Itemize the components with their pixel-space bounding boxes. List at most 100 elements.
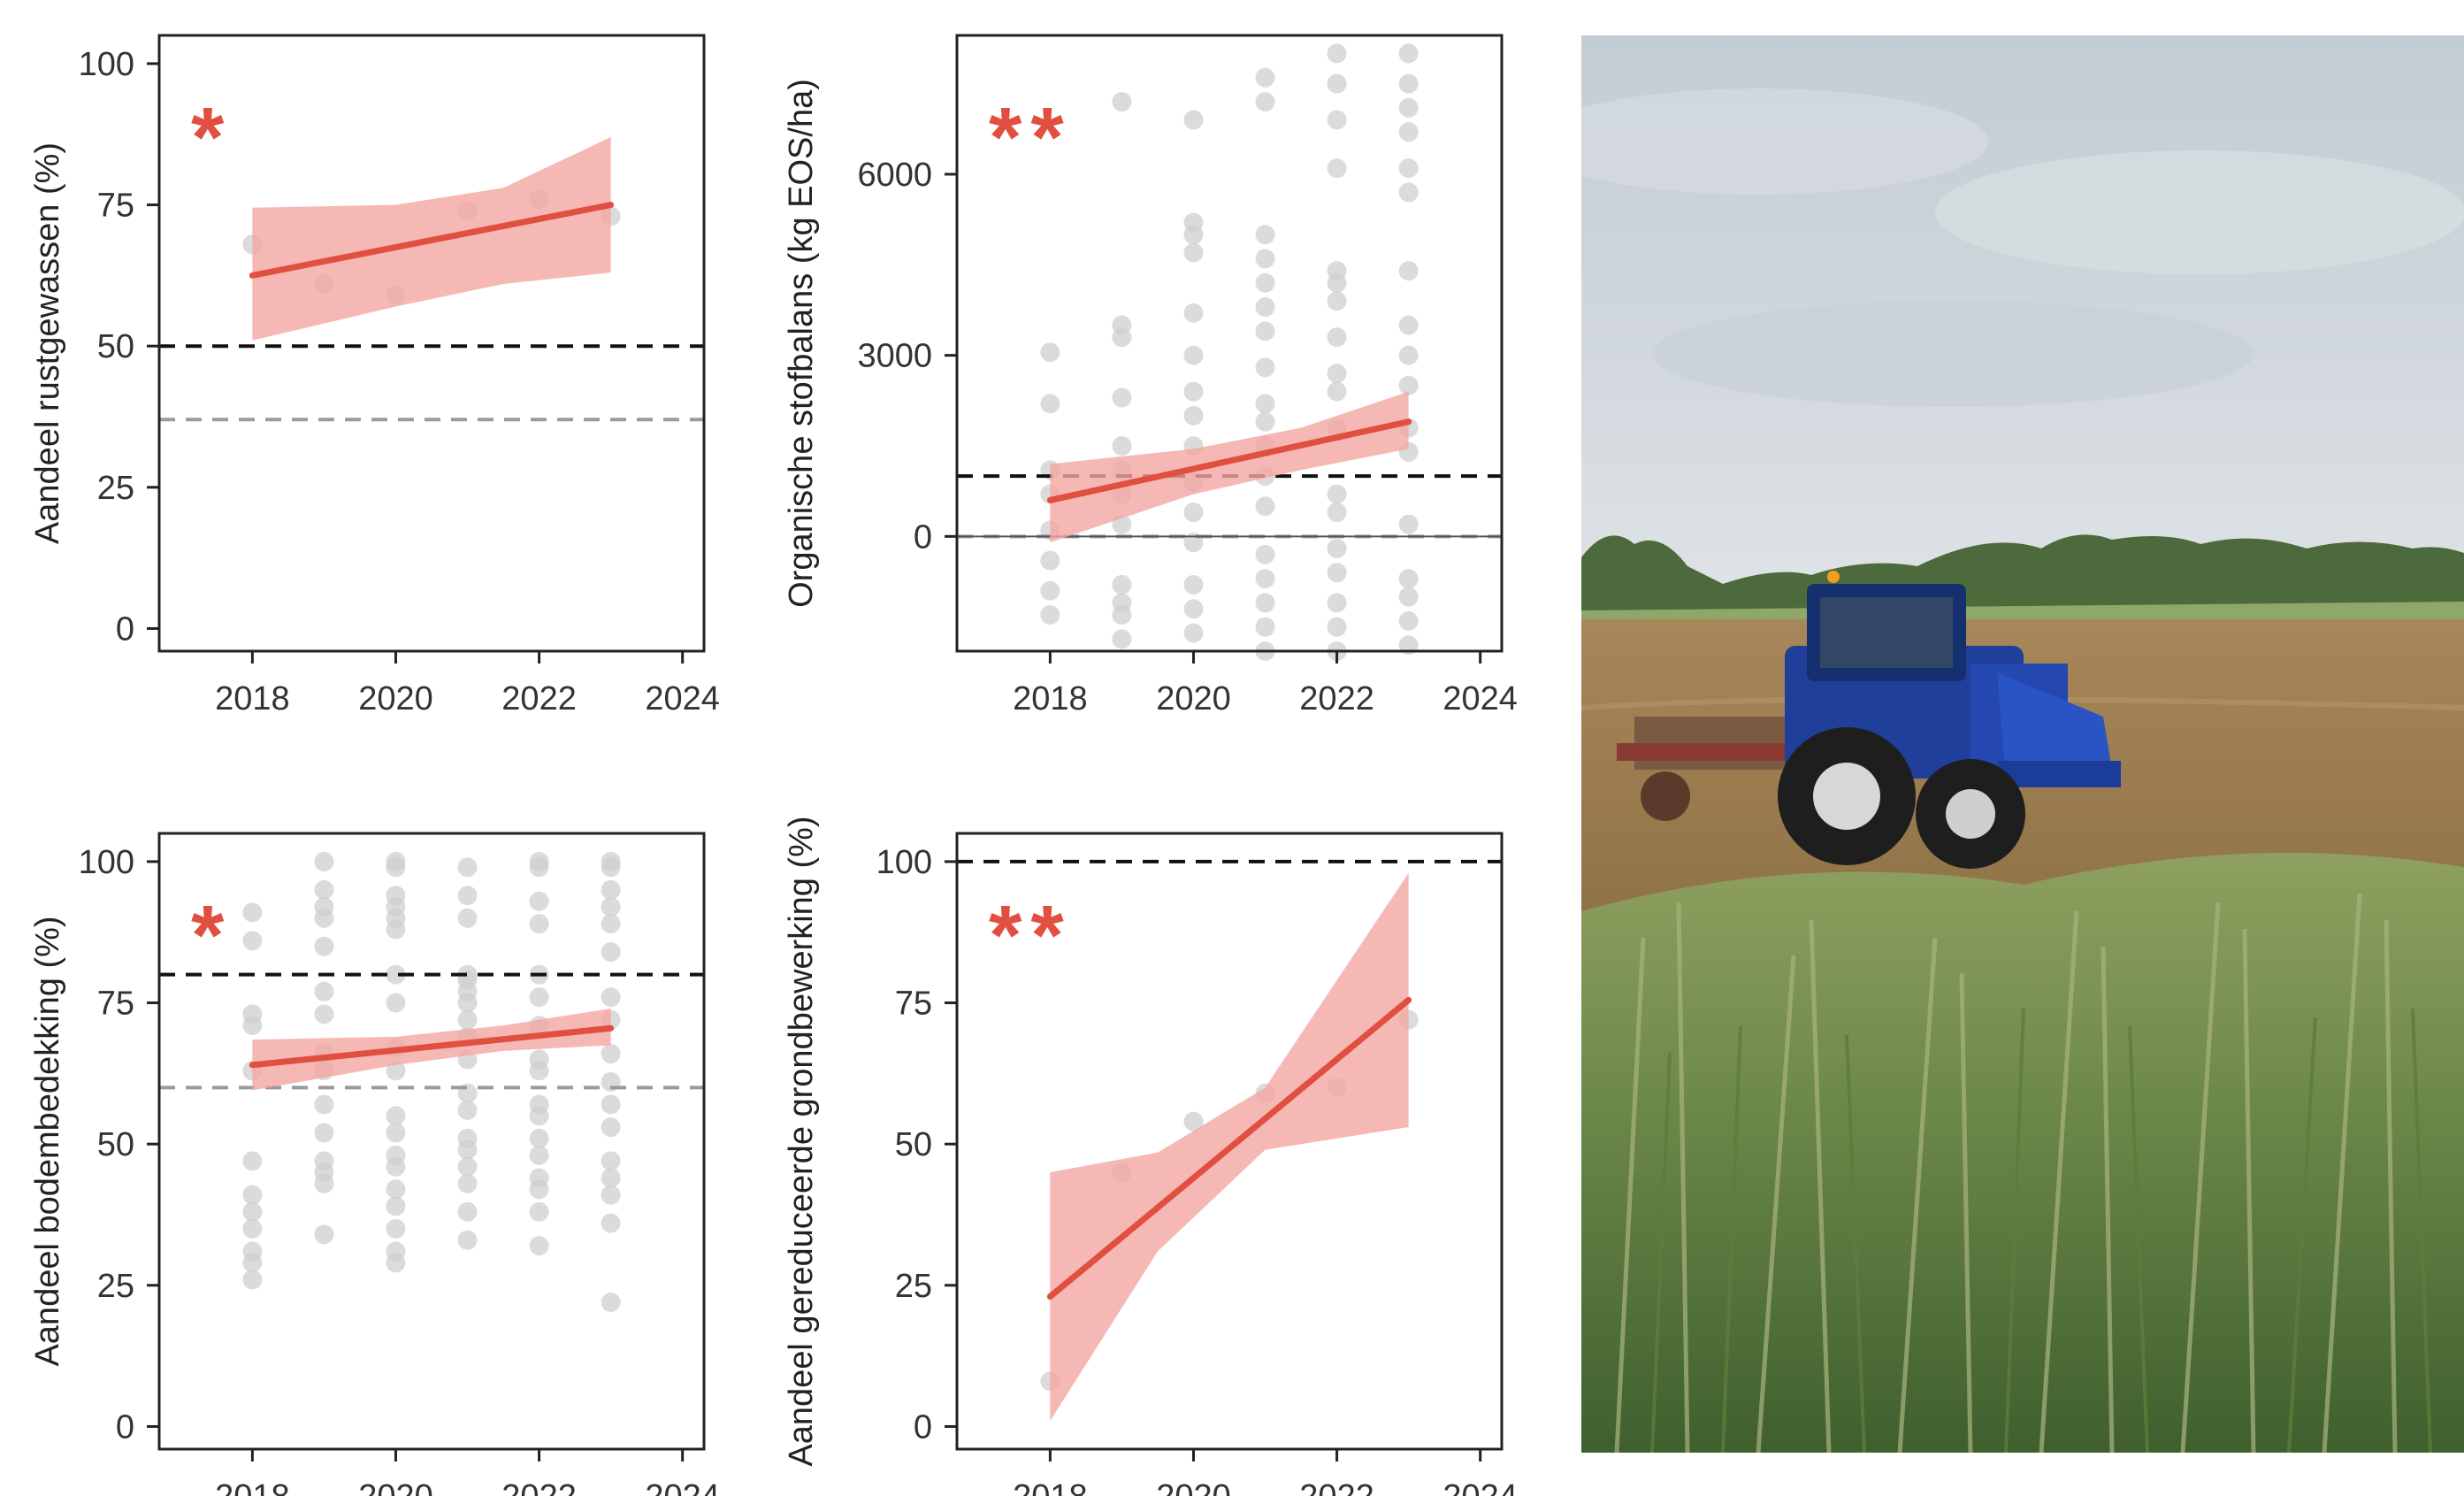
data-point (1327, 272, 1347, 293)
data-point (386, 1196, 406, 1216)
data-point (314, 1224, 334, 1245)
data-point (386, 1106, 406, 1126)
x-tick-label: 2018 (215, 1478, 290, 1496)
data-point (1112, 629, 1132, 649)
data-point (1112, 436, 1132, 456)
data-point (1183, 303, 1204, 323)
data-point (1255, 496, 1275, 517)
data-point (1398, 345, 1419, 365)
confidence-band (1050, 391, 1409, 543)
data-point (1112, 92, 1132, 112)
data-point (1327, 364, 1347, 384)
data-point (1398, 43, 1419, 64)
data-point (1040, 580, 1060, 601)
chart-panel-1: 2018 2020 2022 2024 0 25 50 75 100 Aandeel rustge… (29, 34, 720, 717)
data-point (386, 1179, 406, 1200)
photo-tractor-field (1581, 35, 2464, 1453)
trend-line (1046, 418, 1412, 503)
data-point (1398, 158, 1419, 179)
data-point (457, 1230, 478, 1250)
y-tick-label: 0 (116, 1408, 134, 1446)
data-point (529, 914, 549, 934)
y-tick-label: 25 (97, 470, 134, 507)
data-point (1112, 605, 1132, 625)
data-point (242, 931, 263, 951)
data-point (601, 1185, 621, 1205)
data-point (601, 1151, 621, 1171)
data-point (314, 1123, 334, 1143)
significance-marker: * (191, 888, 233, 983)
data-point (314, 981, 334, 1001)
data-point (314, 1094, 334, 1115)
data-point (1327, 503, 1347, 523)
x-tick-label: 2024 (645, 1478, 720, 1496)
x-tick-label: 2024 (1442, 1478, 1518, 1496)
data-point (457, 1100, 478, 1120)
data-point (1327, 327, 1347, 348)
x-tick-label: 2020 (1156, 680, 1231, 717)
x-tick-label: 2022 (1299, 1478, 1374, 1496)
plot-frame (157, 832, 706, 1451)
data-point (601, 1117, 621, 1138)
data-point (1327, 158, 1347, 179)
data-point (457, 1009, 478, 1030)
data-point (1183, 1111, 1204, 1132)
data-point (242, 1270, 263, 1290)
y-tick-label: 75 (895, 986, 932, 1023)
data-point (1255, 249, 1275, 269)
x-tick-label: 2018 (1013, 680, 1088, 717)
data-point (529, 1128, 549, 1148)
chart-panel-3: 2018 2020 2022 2024 0 25 50 75 100 Aandeel bodemb… (29, 832, 720, 1496)
significance-marker: * (191, 90, 233, 185)
data-point (1327, 110, 1347, 130)
data-point (457, 1139, 478, 1160)
data-point (601, 1094, 621, 1115)
data-point (386, 919, 406, 940)
data-point (242, 902, 263, 923)
data-point (1327, 291, 1347, 311)
x-tick-label: 2018 (1013, 1478, 1088, 1496)
y-tick-label: 75 (97, 188, 134, 225)
x-tick-label: 2024 (1442, 680, 1518, 717)
data-point (1327, 539, 1347, 558)
chart-panel-2: 2018 2020 2022 2024 0 3000 6000 Organische stof… (783, 34, 1518, 717)
data-point (1327, 593, 1347, 613)
data-point (1327, 617, 1347, 637)
data-point (1398, 97, 1419, 118)
data-point (314, 908, 334, 928)
trend-line (249, 202, 615, 279)
data-point (1183, 574, 1204, 595)
y-tick-label: 25 (895, 1268, 932, 1305)
charts-panel: 2018 2020 2022 2024 0 25 50 75 100 Aandeel rustge… (29, 34, 1518, 1496)
data-point (242, 1201, 263, 1222)
data-point (1255, 297, 1275, 318)
data-point (314, 879, 334, 900)
x-tick-label: 2020 (1156, 1478, 1231, 1496)
data-point (529, 1201, 549, 1222)
data-point (529, 1179, 549, 1200)
data-point (1255, 272, 1275, 293)
data-point (457, 1201, 478, 1222)
data-point (1255, 225, 1275, 245)
y-tick-label: 50 (895, 1126, 932, 1163)
sky (1581, 35, 2464, 602)
data-point (1398, 514, 1419, 534)
y-tick-label: 3000 (857, 338, 932, 375)
data-point (386, 1218, 406, 1239)
data-point (386, 964, 406, 985)
y-tick-label: 75 (97, 986, 134, 1023)
data-point (457, 857, 478, 878)
y-tick-label: 100 (79, 844, 134, 881)
x-tick-label: 2022 (501, 680, 577, 717)
data-point (457, 1156, 478, 1177)
data-point (601, 1213, 621, 1233)
y-axis-label: Aandeel rustgewassen (%) (29, 142, 66, 544)
data-point (1183, 405, 1204, 426)
y-tick-label: 6000 (857, 157, 932, 194)
data-point (1040, 394, 1060, 414)
data-point (529, 857, 549, 878)
data-point (1398, 315, 1419, 335)
data-point (1255, 569, 1275, 589)
data-point (242, 1253, 263, 1273)
data-point (1183, 345, 1204, 365)
